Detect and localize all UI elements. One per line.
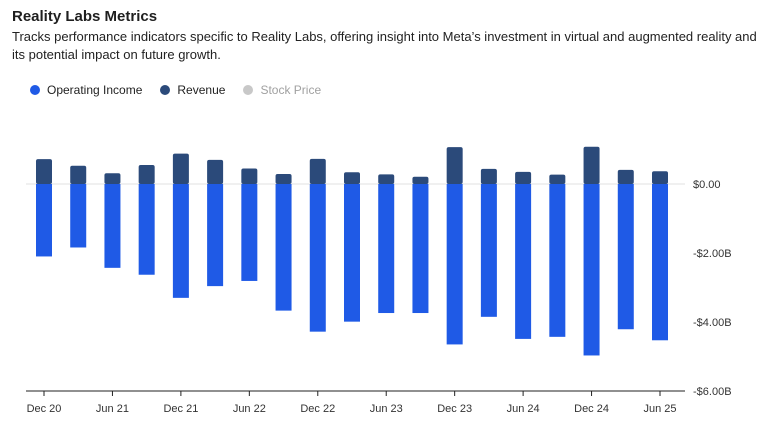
- y-tick-label-3: -$6.00B: [693, 386, 732, 398]
- y-tick-label-2: -$4.00B: [693, 317, 732, 329]
- bar-operating-income-5: [207, 184, 224, 287]
- x-tick-label-6: Dec 23: [437, 403, 472, 415]
- bar-operating-income-1: [70, 184, 87, 248]
- bar-operating-income-11: [412, 184, 429, 314]
- x-tick-label-1: Jun 21: [96, 403, 129, 415]
- x-tick-label-3: Jun 22: [233, 403, 266, 415]
- bar-revenue-1: [70, 165, 87, 184]
- bar-operating-income-9: [344, 184, 360, 322]
- legend-item-stock-price[interactable]: Stock Price: [243, 83, 321, 97]
- bar-revenue-12: [446, 147, 463, 184]
- bar-revenue-6: [241, 168, 258, 184]
- chart-legend: Operating Income Revenue Stock Price: [30, 83, 321, 97]
- bar-operating-income-12: [446, 184, 463, 345]
- legend-swatch-operating-income: [30, 85, 40, 95]
- bar-revenue-10: [378, 174, 395, 184]
- legend-label-operating-income: Operating Income: [47, 83, 143, 97]
- x-tick-label-0: Dec 20: [27, 403, 62, 415]
- bar-revenue-9: [344, 172, 360, 184]
- bar-operating-income-7: [275, 184, 292, 311]
- bar-revenue-8: [309, 158, 326, 184]
- legend-label-revenue: Revenue: [177, 83, 226, 97]
- legend-item-revenue[interactable]: Revenue: [160, 83, 225, 97]
- legend-swatch-revenue: [160, 85, 171, 95]
- bar-revenue-3: [138, 165, 155, 184]
- legend-item-operating-income[interactable]: Operating Income: [30, 83, 142, 97]
- x-tick-label-2: Dec 21: [163, 403, 198, 415]
- bar-operating-income-2: [104, 184, 121, 268]
- bar-revenue-4: [172, 153, 189, 184]
- bar-revenue-13: [480, 168, 497, 184]
- bar-operating-income-0: [36, 184, 52, 257]
- bar-revenue-0: [36, 159, 52, 184]
- chart-title: Reality Labs Metrics: [12, 8, 158, 25]
- bar-revenue-7: [275, 173, 292, 184]
- bar-revenue-2: [104, 173, 121, 184]
- bar-operating-income-8: [309, 184, 326, 332]
- y-tick-label-1: -$2.00B: [693, 248, 732, 260]
- bar-operating-income-15: [549, 184, 566, 337]
- bar-operating-income-6: [241, 184, 258, 281]
- bar-operating-income-14: [515, 184, 532, 339]
- legend-swatch-stock-price: [243, 85, 254, 95]
- x-tick-label-5: Jun 23: [370, 403, 403, 415]
- y-tick-label-0: $0.00: [693, 179, 721, 191]
- x-tick-label-9: Jun 25: [643, 403, 676, 415]
- x-tick-label-4: Dec 22: [300, 403, 335, 415]
- x-tick-label-8: Dec 24: [574, 403, 609, 415]
- bar-revenue-17: [617, 169, 634, 184]
- chart-subtitle: Tracks performance indicators specific t…: [12, 29, 757, 62]
- bar-operating-income-3: [138, 184, 155, 275]
- bar-operating-income-16: [583, 184, 600, 356]
- bar-revenue-5: [207, 159, 224, 184]
- legend-label-stock-price: Stock Price: [260, 83, 322, 97]
- bar-revenue-14: [515, 171, 532, 184]
- bar-revenue-15: [549, 174, 566, 184]
- bar-operating-income-13: [480, 184, 497, 317]
- bar-revenue-16: [583, 146, 600, 184]
- x-tick-label-7: Jun 24: [507, 403, 540, 415]
- bar-operating-income-17: [617, 184, 634, 330]
- bar-operating-income-10: [378, 184, 395, 314]
- bar-revenue-18: [652, 171, 668, 184]
- bar-revenue-11: [412, 176, 429, 184]
- bar-operating-income-18: [652, 184, 668, 341]
- bar-operating-income-4: [172, 184, 189, 298]
